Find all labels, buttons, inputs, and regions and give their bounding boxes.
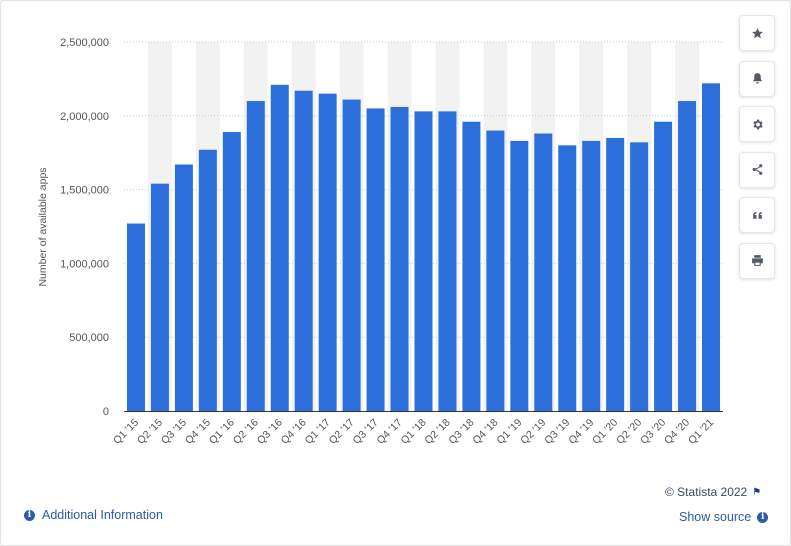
- x-tick-label: Q4 '19: [566, 417, 596, 447]
- y-tick-label: 500,000: [69, 332, 109, 344]
- y-tick-label: 2,500,000: [60, 37, 109, 49]
- bar[interactable]: [558, 145, 577, 411]
- x-tick-label: Q4 '18: [470, 417, 500, 447]
- bar[interactable]: [462, 121, 481, 411]
- notification-button[interactable]: [739, 60, 775, 97]
- bar[interactable]: [702, 83, 721, 411]
- x-tick-label: Q2 '15: [135, 417, 165, 447]
- bar[interactable]: [342, 99, 361, 412]
- bar[interactable]: [582, 140, 601, 411]
- show-source-label: Show source: [679, 510, 752, 524]
- quote-icon: [752, 211, 762, 219]
- x-tick-label: Q1 '17: [303, 417, 333, 447]
- additional-information-label: Additional Information: [42, 508, 163, 522]
- x-tick-label: Q3 '16: [255, 417, 285, 447]
- info-icon: i: [24, 509, 35, 521]
- bar[interactable]: [150, 183, 169, 411]
- bar[interactable]: [654, 121, 673, 411]
- bar[interactable]: [222, 132, 241, 411]
- x-tick-label: Q2 '20: [614, 417, 644, 447]
- print-icon: [751, 255, 763, 266]
- x-tick-label: Q3 '19: [542, 417, 572, 447]
- additional-information-link[interactable]: i Additional Information: [24, 508, 163, 522]
- bar[interactable]: [438, 111, 457, 411]
- bar[interactable]: [510, 140, 529, 411]
- bar[interactable]: [174, 164, 193, 411]
- x-tick-label: Q2 '16: [231, 417, 261, 447]
- bar[interactable]: [294, 90, 313, 411]
- x-tick-label: Q1 '19: [494, 417, 524, 447]
- y-axis-label: Number of available apps: [37, 167, 49, 286]
- credit-text: © Statista 2022: [665, 485, 748, 499]
- print-button[interactable]: [739, 242, 775, 279]
- bar[interactable]: [126, 223, 145, 411]
- bar[interactable]: [678, 101, 697, 411]
- x-tick-label: Q2 '18: [422, 417, 452, 447]
- side-toolbar: [739, 15, 775, 288]
- flag-icon: ⚑: [752, 486, 762, 498]
- y-tick-label: 1,500,000: [60, 185, 109, 197]
- share-icon: [752, 164, 762, 175]
- gear-icon: [752, 119, 763, 129]
- bar[interactable]: [198, 149, 217, 412]
- bar[interactable]: [414, 111, 433, 411]
- x-tick-label: Q4 '15: [183, 417, 213, 447]
- bar[interactable]: [366, 108, 385, 412]
- x-tick-label: Q1 '21: [686, 417, 716, 447]
- bar[interactable]: [318, 93, 337, 411]
- x-tick-label: Q2 '17: [327, 417, 357, 447]
- bar[interactable]: [534, 133, 553, 411]
- x-tick-label: Q2 '19: [518, 417, 548, 447]
- bar[interactable]: [606, 137, 625, 411]
- x-tick-label: Q1 '16: [207, 417, 237, 447]
- bookmark-button[interactable]: [739, 15, 775, 51]
- bar[interactable]: [486, 130, 505, 411]
- x-tick-label: Q4 '20: [662, 417, 692, 447]
- x-tick-label: Q1 '18: [398, 417, 428, 447]
- bar[interactable]: [246, 101, 265, 411]
- x-tick-label: Q3 '17: [351, 417, 381, 447]
- bar[interactable]: [630, 142, 649, 412]
- bar[interactable]: [390, 106, 409, 411]
- y-tick-label: 0: [103, 406, 109, 418]
- info-icon: i: [757, 511, 769, 523]
- x-tick-label: Q3 '18: [446, 417, 476, 447]
- x-tick-label: Q3 '15: [159, 417, 189, 447]
- settings-button[interactable]: [739, 106, 775, 142]
- show-source-link[interactable]: Show source i: [679, 510, 769, 524]
- x-tick-label: Q4 '17: [375, 417, 405, 447]
- bar[interactable]: [270, 84, 289, 411]
- x-tick-label: Q4 '16: [279, 417, 309, 447]
- star-icon: [751, 27, 763, 38]
- y-tick-labels: 0 500,000 1,000,000 1,500,000 2,000,000 2,500…: [60, 37, 109, 418]
- bell-icon: [752, 73, 762, 84]
- y-tick-label: 2,000,000: [60, 111, 109, 123]
- x-tick-label: Q1 '15: [111, 417, 141, 447]
- x-tick-label: Q1 '20: [590, 417, 620, 447]
- cite-button[interactable]: [739, 197, 775, 233]
- y-tick-label: 1,000,000: [60, 258, 109, 270]
- statista-credit[interactable]: © Statista 2022 ⚑: [665, 485, 761, 499]
- bar-chart: 0 500,000 1,000,000 1,500,000 2,000,000 2,500…: [37, 37, 723, 447]
- share-button[interactable]: [739, 151, 775, 188]
- bars: [126, 83, 721, 412]
- x-tick-label: Q3 '20: [638, 417, 668, 447]
